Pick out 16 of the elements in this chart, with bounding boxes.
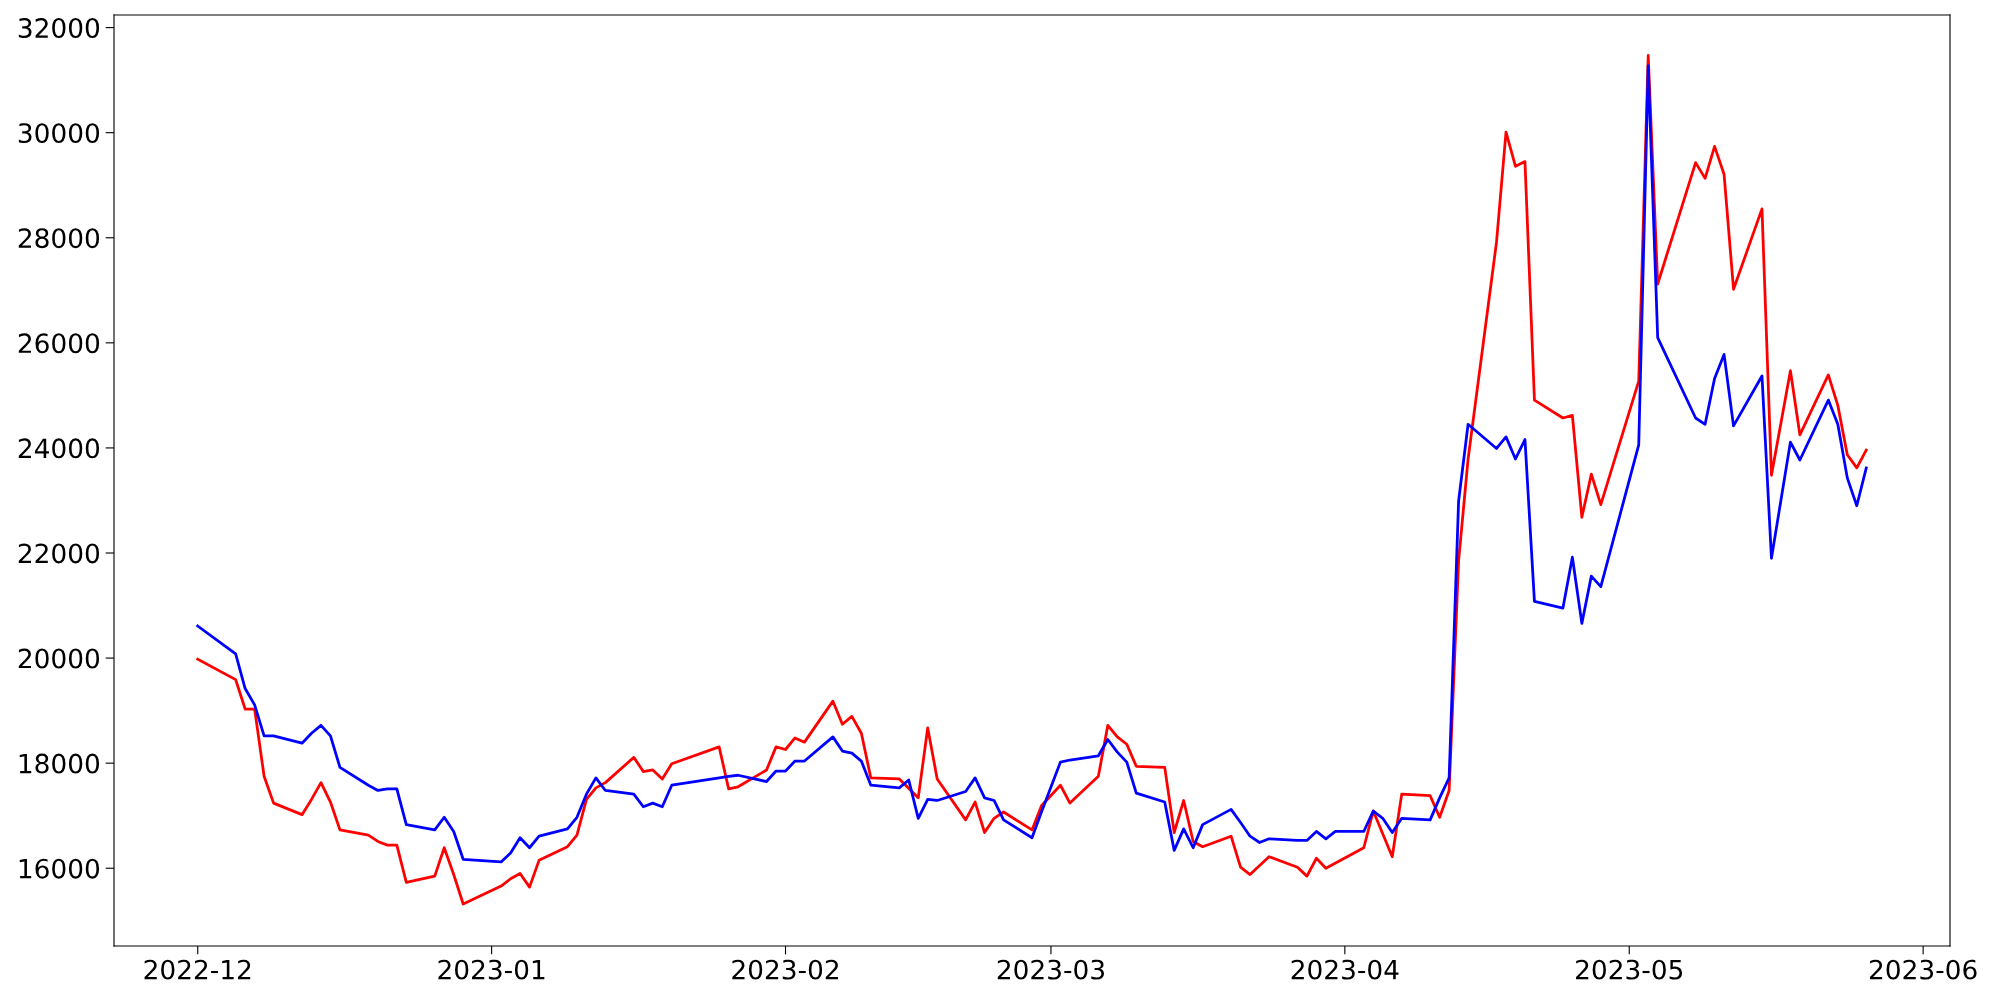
x-tick-label: 2022-12: [144, 959, 251, 980]
y-tick-label: 30000: [18, 123, 100, 144]
y-tick-label: 18000: [19, 753, 100, 774]
x-tick-label: 2023-02: [732, 959, 838, 980]
y-tick-label: 28000: [18, 228, 100, 249]
y-tick-label: 24000: [18, 438, 100, 459]
x-tick-label: 2023-01: [438, 959, 545, 980]
y-tick-label: 26000: [18, 333, 100, 354]
x-tick-label: 2023-06: [1869, 959, 1977, 980]
y-tick-label: 20000: [18, 648, 100, 669]
y-tick-label: 16000: [19, 858, 100, 879]
y-tick-label: 32000: [18, 18, 100, 39]
y-tick-label: 22000: [18, 543, 100, 564]
x-tick-label: 2023-04: [1291, 959, 1399, 980]
x-tick-label: 2023-05: [1576, 959, 1683, 980]
x-tick-label: 2023-03: [997, 959, 1104, 980]
